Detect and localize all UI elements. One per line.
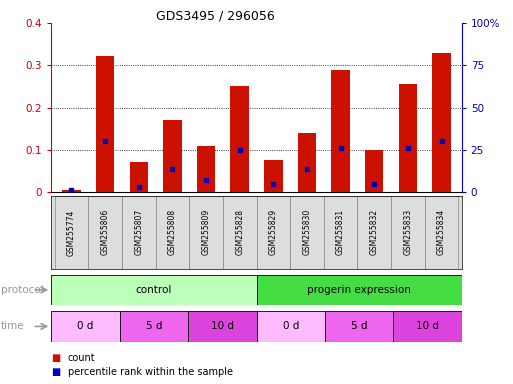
- Bar: [230, 86, 249, 192]
- Text: GSM255831: GSM255831: [336, 209, 345, 255]
- Text: GDS3495 / 296056: GDS3495 / 296056: [156, 10, 275, 23]
- Bar: [256, 275, 462, 305]
- Text: 0 d: 0 d: [77, 321, 94, 331]
- Text: ■: ■: [51, 353, 61, 363]
- Bar: [365, 150, 384, 192]
- Text: percentile rank within the sample: percentile rank within the sample: [68, 367, 233, 377]
- Bar: [55, 196, 88, 269]
- Bar: [51, 275, 256, 305]
- Bar: [88, 196, 122, 269]
- Text: GSM255833: GSM255833: [403, 209, 412, 255]
- Bar: [298, 133, 316, 192]
- Text: 10 d: 10 d: [416, 321, 439, 331]
- Bar: [189, 196, 223, 269]
- Text: 10 d: 10 d: [211, 321, 234, 331]
- Text: ■: ■: [51, 367, 61, 377]
- Bar: [391, 196, 425, 269]
- Text: GSM255809: GSM255809: [202, 209, 210, 255]
- Text: control: control: [136, 285, 172, 295]
- Text: GSM255808: GSM255808: [168, 209, 177, 255]
- Text: 5 d: 5 d: [351, 321, 367, 331]
- Bar: [432, 53, 451, 192]
- Bar: [129, 162, 148, 192]
- Bar: [122, 196, 155, 269]
- Bar: [51, 311, 120, 342]
- Text: progerin expression: progerin expression: [307, 285, 411, 295]
- Bar: [425, 196, 458, 269]
- Bar: [223, 196, 256, 269]
- Bar: [331, 70, 350, 192]
- Text: GSM255828: GSM255828: [235, 209, 244, 255]
- Text: GSM255832: GSM255832: [370, 209, 379, 255]
- Text: protocol: protocol: [1, 285, 44, 295]
- Bar: [120, 311, 188, 342]
- Bar: [324, 196, 358, 269]
- Bar: [163, 120, 182, 192]
- Bar: [325, 311, 393, 342]
- Bar: [393, 311, 462, 342]
- Text: count: count: [68, 353, 95, 363]
- Bar: [264, 161, 283, 192]
- Bar: [256, 311, 325, 342]
- Text: GSM255834: GSM255834: [437, 209, 446, 255]
- Text: 5 d: 5 d: [146, 321, 162, 331]
- Bar: [358, 196, 391, 269]
- Text: GSM255774: GSM255774: [67, 209, 76, 255]
- Bar: [96, 56, 114, 192]
- Bar: [256, 196, 290, 269]
- Bar: [197, 146, 215, 192]
- Bar: [62, 190, 81, 192]
- Text: GSM255830: GSM255830: [303, 209, 311, 255]
- Bar: [155, 196, 189, 269]
- Text: time: time: [1, 321, 25, 331]
- Text: GSM255829: GSM255829: [269, 209, 278, 255]
- Bar: [399, 84, 417, 192]
- Bar: [290, 196, 324, 269]
- Text: 0 d: 0 d: [283, 321, 299, 331]
- Text: GSM255806: GSM255806: [101, 209, 110, 255]
- Bar: [188, 311, 256, 342]
- Text: GSM255807: GSM255807: [134, 209, 143, 255]
